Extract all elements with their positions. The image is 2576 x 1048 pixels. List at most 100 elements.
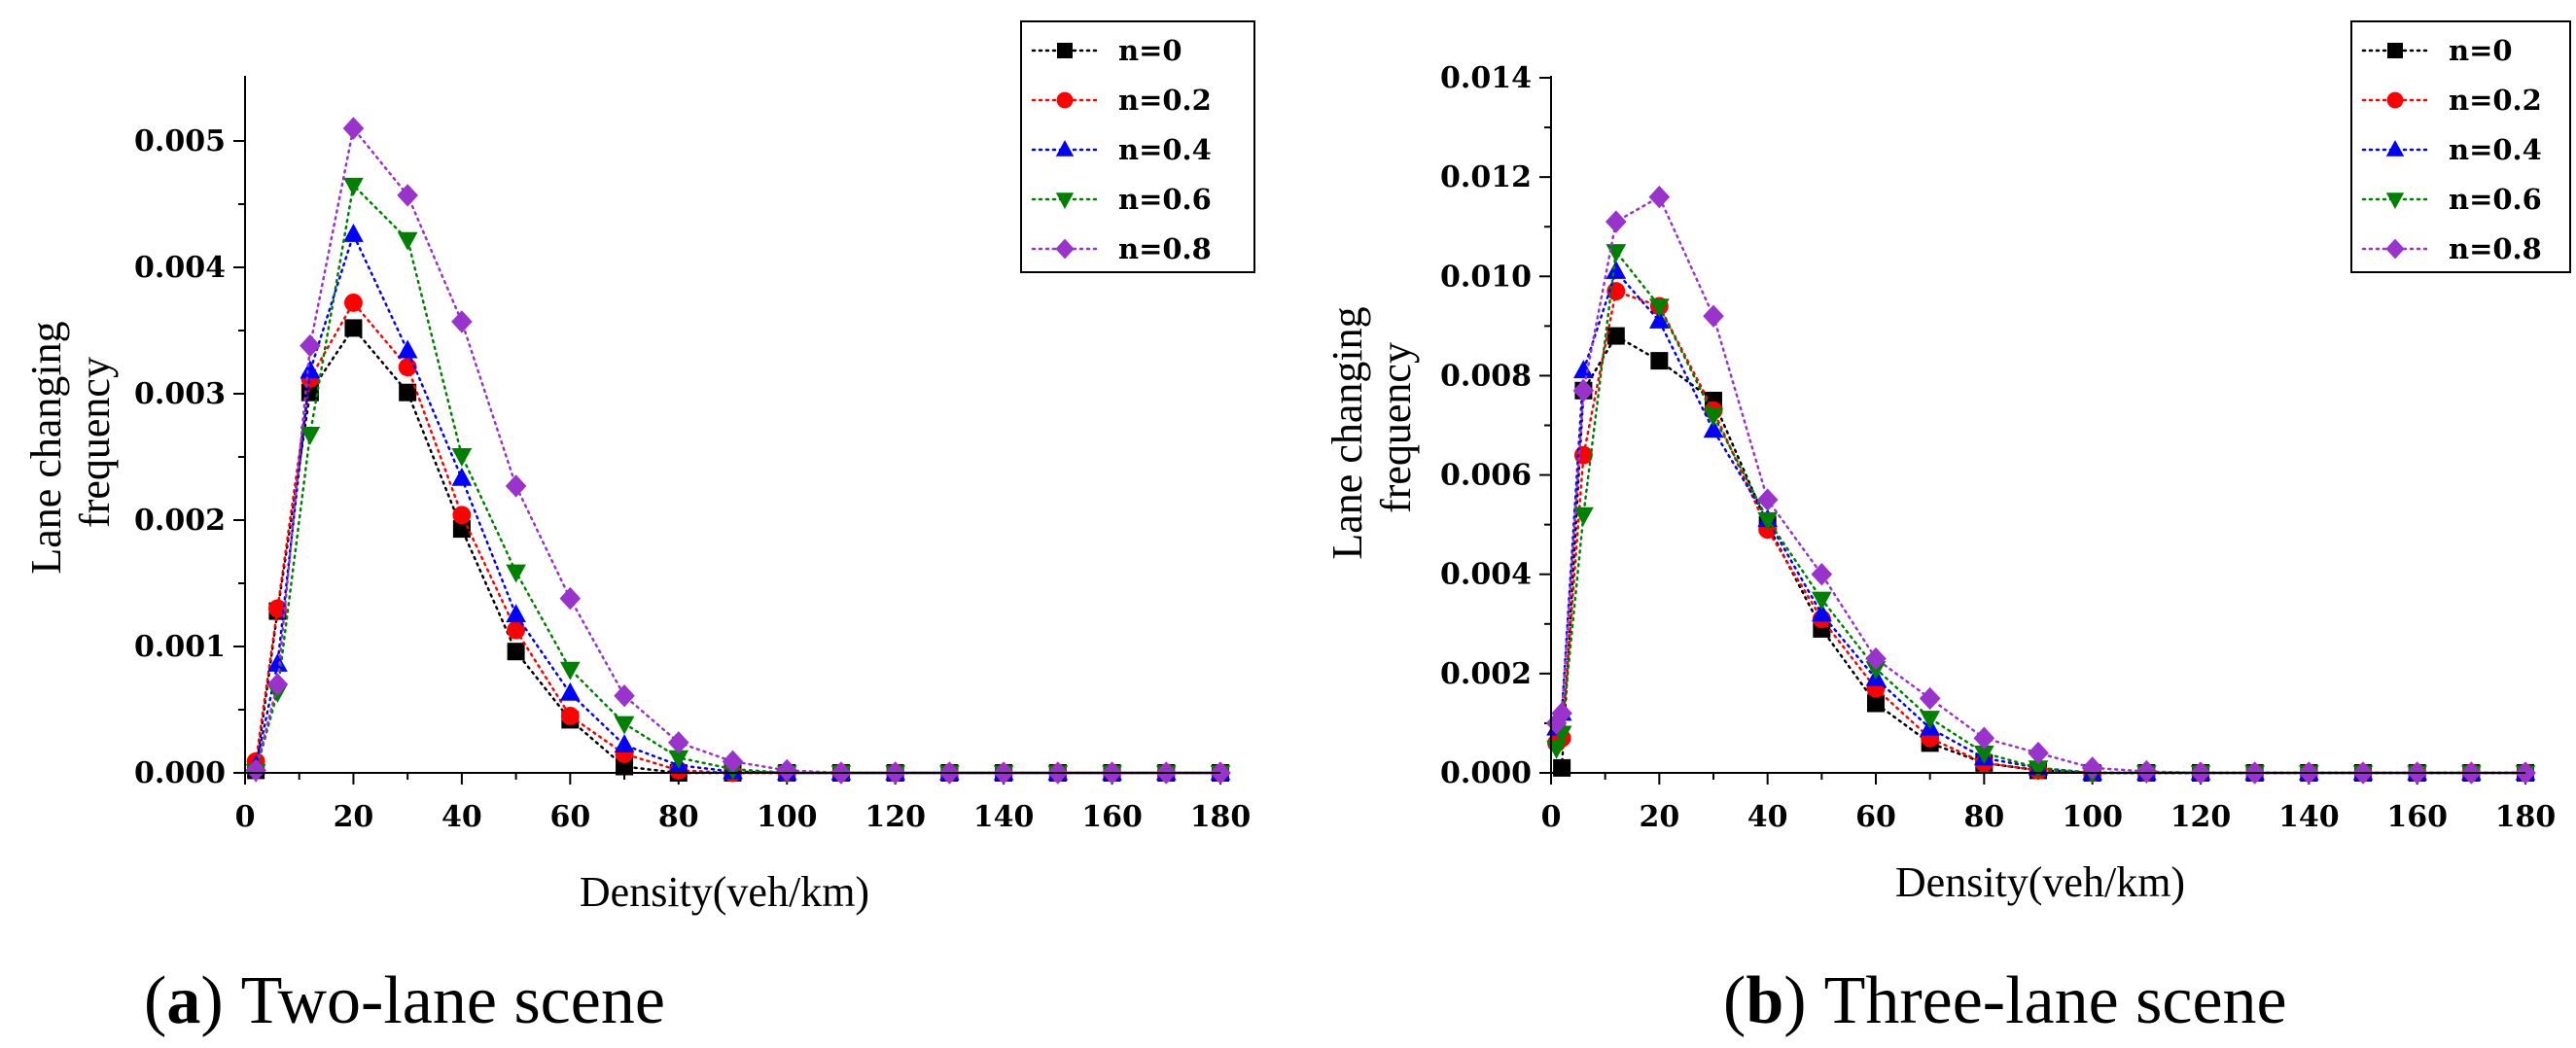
data-point bbox=[1703, 407, 1724, 427]
legend-label: n=0.8 bbox=[2449, 232, 2542, 265]
y-axis-title-line-2: frequency bbox=[71, 357, 119, 528]
data-point bbox=[616, 757, 634, 776]
series-n=0.4 bbox=[1546, 260, 2536, 781]
series-line bbox=[1555, 289, 2527, 775]
x-tick-label: 160 bbox=[2386, 800, 2448, 834]
data-point bbox=[559, 661, 581, 681]
data-point bbox=[343, 293, 363, 312]
legend-entry: n=0 bbox=[2361, 34, 2513, 67]
series-n=0.4 bbox=[245, 223, 1231, 781]
x-tick-label: 180 bbox=[2495, 800, 2557, 834]
data-point bbox=[506, 564, 526, 583]
data-point bbox=[266, 673, 289, 696]
y-tick-label: 0.014 bbox=[1440, 61, 1532, 95]
data-point bbox=[344, 319, 363, 337]
data-point bbox=[1551, 702, 1572, 725]
panel-caption: (a) Two-lane scene bbox=[144, 963, 665, 1038]
legend-label: n=0 bbox=[2449, 34, 2513, 67]
caption-text: Three-lane scene bbox=[1824, 963, 2287, 1038]
data-point bbox=[300, 426, 321, 445]
data-point bbox=[1973, 726, 1995, 750]
series-layer bbox=[1545, 185, 2536, 785]
data-point bbox=[300, 360, 321, 379]
y-axis-title: Lane changing frequency bbox=[22, 310, 119, 574]
data-point bbox=[1553, 758, 1571, 777]
data-point bbox=[1919, 686, 1941, 711]
legend: n=0 n=0.2 n=0.4 n=0.6 n=0.8 bbox=[2350, 20, 2571, 273]
y-tick-label: 0.002 bbox=[1440, 657, 1532, 691]
y-axis-title-line-2: frequency bbox=[1372, 342, 1420, 513]
x-tick-label: 100 bbox=[757, 800, 818, 834]
data-point bbox=[452, 506, 472, 525]
legend-entry: n=0.6 bbox=[1031, 183, 1212, 216]
data-point bbox=[342, 117, 365, 140]
legend-marker bbox=[2386, 91, 2404, 109]
data-point bbox=[1573, 360, 1594, 378]
data-point bbox=[1867, 694, 1885, 713]
data-point bbox=[1650, 352, 1669, 370]
series-line bbox=[1555, 194, 2527, 775]
data-point bbox=[1756, 488, 1779, 511]
x-tick-label: 160 bbox=[1081, 800, 1143, 834]
x-tick-label: 60 bbox=[1855, 800, 1896, 834]
series-n=0.2 bbox=[246, 293, 1230, 783]
data-point bbox=[1973, 745, 1994, 764]
data-point bbox=[451, 448, 473, 467]
data-point bbox=[1811, 603, 1832, 622]
x-tick-label: 40 bbox=[1747, 800, 1788, 834]
data-point bbox=[300, 383, 319, 402]
series-n=0.6 bbox=[1546, 244, 2536, 785]
legend-marker bbox=[2385, 192, 2405, 209]
legend-label: n=0 bbox=[1118, 34, 1182, 67]
y-tick-label: 0.010 bbox=[1440, 260, 1532, 294]
y-tick-label: 0.005 bbox=[134, 124, 226, 158]
data-point bbox=[1703, 304, 1724, 328]
x-tick-label: 0 bbox=[1541, 800, 1562, 834]
data-point bbox=[1811, 591, 1832, 611]
legend-marker bbox=[2387, 43, 2403, 58]
data-point bbox=[343, 177, 364, 196]
data-point bbox=[399, 383, 417, 402]
x-tick-label: 180 bbox=[1190, 800, 1252, 834]
data-point bbox=[1606, 327, 1625, 345]
data-point bbox=[343, 223, 364, 242]
legend-marker bbox=[1055, 238, 1075, 260]
x-tick-label: 60 bbox=[549, 800, 590, 834]
data-point bbox=[614, 684, 635, 708]
legend-entry: n=0.4 bbox=[2361, 133, 2542, 166]
legend-entry: n=0.8 bbox=[2361, 232, 2542, 265]
legend-entry: n=0.4 bbox=[1031, 133, 1212, 166]
data-point bbox=[245, 758, 266, 783]
data-point bbox=[2028, 741, 2049, 765]
data-point bbox=[668, 750, 689, 769]
x-tick-label: 140 bbox=[973, 800, 1035, 834]
legend-entry: n=0.8 bbox=[1031, 232, 1212, 265]
data-point bbox=[560, 707, 580, 725]
series-line bbox=[254, 230, 1222, 775]
data-point bbox=[1546, 740, 1567, 759]
data-point bbox=[559, 681, 581, 701]
data-point bbox=[1920, 711, 1941, 730]
x-axis-title: Density(veh/km) bbox=[580, 868, 869, 916]
series-line bbox=[254, 300, 1222, 775]
data-point bbox=[300, 333, 321, 358]
series-n=0 bbox=[247, 319, 1229, 782]
y-tick-label: 0.003 bbox=[134, 377, 226, 411]
data-point bbox=[1648, 310, 1670, 329]
y-axis-title: Lane changing frequency bbox=[1323, 296, 1420, 559]
data-point bbox=[1757, 511, 1779, 531]
series-line bbox=[1555, 248, 2527, 775]
data-point bbox=[1811, 563, 1833, 586]
series-n=0 bbox=[1553, 327, 2534, 782]
x-ticks: 0 20 40 60 80 100 120 140 160 180 bbox=[1541, 773, 2557, 834]
data-point bbox=[1606, 210, 1627, 233]
data-point bbox=[1703, 419, 1724, 438]
y-tick-label: 0.004 bbox=[134, 251, 226, 285]
legend-marker bbox=[1055, 192, 1075, 209]
legend-marker bbox=[2385, 238, 2405, 260]
data-point bbox=[1606, 260, 1627, 279]
data-point bbox=[614, 734, 635, 753]
legend-label: n=0.6 bbox=[2449, 183, 2542, 216]
panel-three-lane: 0 20 40 60 80 100 120 140 160 180 0.000 0.002 0.004… bbox=[1323, 20, 2571, 1038]
